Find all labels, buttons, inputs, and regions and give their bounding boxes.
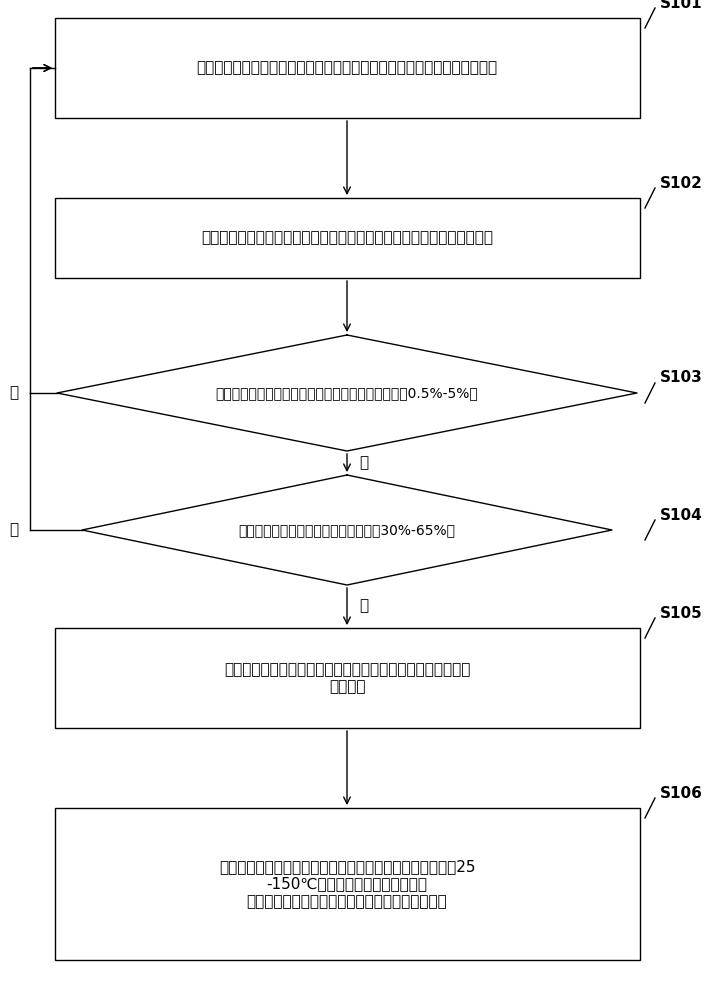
Text: 卤化钙盐溶液中的卤化钙浓度是否达到30%-65%？: 卤化钙盐溶液中的卤化钙浓度是否达到30%-65%？	[239, 523, 455, 537]
Text: 浓缩卤化钙盐溶液除去大部分水，降温固化，得到副产品卤化
钙水合物: 浓缩卤化钙盐溶液除去大部分水，降温固化，得到副产品卤化 钙水合物	[224, 662, 470, 694]
Text: 否: 否	[9, 522, 18, 538]
Text: 是: 是	[359, 598, 368, 613]
Bar	[55, 198, 640, 278]
Text: 是: 是	[9, 385, 18, 400]
Text: 否: 否	[359, 456, 368, 471]
Text: S104: S104	[660, 508, 703, 522]
Text: S106: S106	[660, 786, 703, 800]
Text: S102: S102	[660, 176, 703, 190]
Text: S105: S105	[660, 605, 703, 620]
Text: S103: S103	[660, 370, 703, 385]
Text: 向含磷废水加入含钙碱性化合物进行中和，得到磷酸钙盐和卤化钙的混合物: 向含磷废水加入含钙碱性化合物进行中和，得到磷酸钙盐和卤化钙的混合物	[197, 60, 497, 76]
Text: 过滤干燥磷酸钙盐和卤化钙的混合物，得到磷酸钙盐沉淀和卤化钙盐溶液: 过滤干燥磷酸钙盐和卤化钙的混合物，得到磷酸钙盐沉淀和卤化钙盐溶液	[201, 231, 493, 245]
Text: 洗消塔中新吸收的卤代磷化合物的吸收量是否为水的0.5%-5%？: 洗消塔中新吸收的卤代磷化合物的吸收量是否为水的0.5%-5%？	[215, 386, 479, 400]
Bar	[55, 808, 640, 960]
Text: S101: S101	[660, 0, 703, 10]
Text: 收集得到的磷酸钙盐沉淀，将磷酸钙盐沉淀与卤化铝混合在25
-150℃的条件下发生复分解反应，
过滤、干燥，得到磷酸铝盐阻燃剂和卤化钙水溶液: 收集得到的磷酸钙盐沉淀，将磷酸钙盐沉淀与卤化铝混合在25 -150℃的条件下发生…	[219, 859, 475, 909]
Bar	[55, 628, 640, 728]
Bar	[55, 18, 640, 118]
